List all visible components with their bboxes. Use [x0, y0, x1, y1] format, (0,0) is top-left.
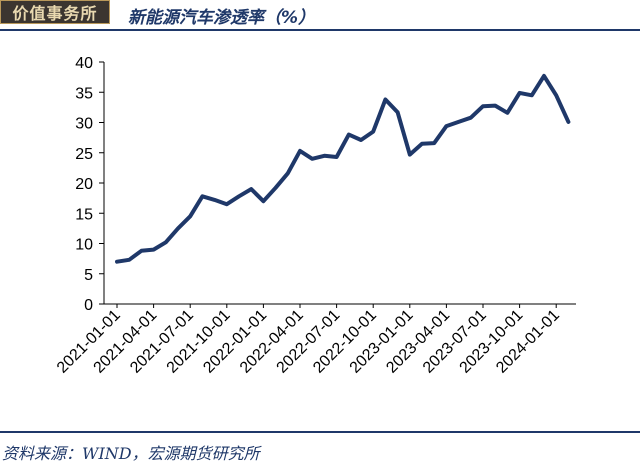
- data-point: [164, 240, 168, 244]
- data-point: [420, 142, 424, 146]
- y-tick-label: 0: [84, 297, 93, 314]
- top-divider: [0, 29, 640, 31]
- data-point: [444, 124, 448, 128]
- data-point: [554, 93, 558, 97]
- y-tick-label: 35: [75, 85, 93, 102]
- bottom-divider: [0, 431, 640, 433]
- data-point: [152, 248, 156, 252]
- source-note: 资料来源：WIND，宏源期货研究所: [2, 444, 260, 463]
- data-point: [518, 91, 522, 95]
- data-point: [493, 104, 497, 108]
- data-point: [225, 202, 229, 206]
- chart-title: 新能源汽车渗透率（%）: [128, 8, 316, 28]
- data-point: [188, 214, 192, 218]
- data-point: [176, 226, 180, 230]
- data-point: [371, 130, 375, 134]
- y-tick-label: 30: [75, 116, 93, 133]
- data-point: [298, 149, 302, 153]
- data-point: [347, 133, 351, 137]
- data-point: [408, 153, 412, 157]
- data-point: [335, 155, 339, 159]
- data-point: [481, 104, 485, 108]
- data-point: [457, 120, 461, 124]
- data-point: [249, 187, 253, 191]
- data-point: [115, 260, 119, 264]
- line-chart: 05101520253035402021-01-012021-04-012021…: [54, 55, 576, 377]
- data-point: [274, 186, 278, 190]
- y-tick-label: 20: [75, 176, 93, 193]
- data-point: [383, 98, 387, 102]
- data-point: [566, 120, 570, 124]
- data-point: [286, 171, 290, 175]
- data-point: [237, 194, 241, 198]
- data-point: [359, 138, 363, 142]
- y-tick-label: 25: [75, 146, 93, 163]
- data-point: [505, 111, 509, 115]
- data-point: [200, 194, 204, 198]
- y-tick-label: 10: [75, 237, 93, 254]
- logo-text: 价值事务所: [12, 4, 98, 23]
- y-tick-label: 15: [75, 206, 93, 223]
- series-line: [115, 73, 571, 264]
- data-point: [432, 141, 436, 145]
- data-point: [310, 157, 314, 161]
- y-tick-label: 40: [75, 55, 93, 72]
- data-point: [261, 199, 265, 203]
- y-tick-label: 5: [84, 267, 93, 284]
- data-point: [127, 258, 131, 262]
- data-point: [139, 249, 143, 253]
- data-point: [396, 110, 400, 114]
- data-point: [542, 74, 546, 78]
- data-point: [530, 93, 534, 97]
- brand-logo: 价值事务所: [0, 0, 110, 24]
- data-point: [469, 116, 473, 120]
- data-point: [322, 154, 326, 158]
- data-point: [213, 198, 217, 202]
